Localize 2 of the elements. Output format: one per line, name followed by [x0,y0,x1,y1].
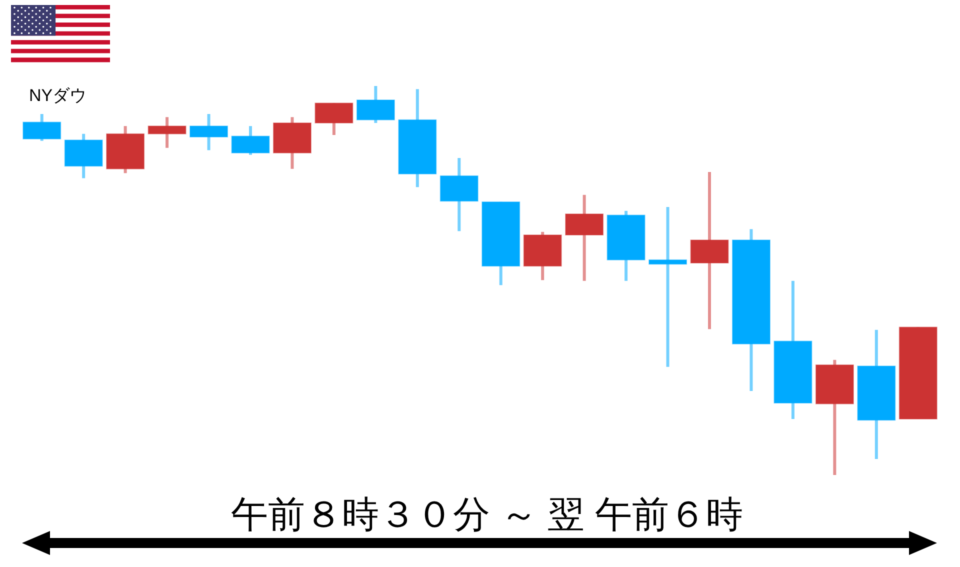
annotation: 午前８時３０分 ～ 翌 午前６時 [231,494,743,535]
title: NYダウ [29,86,87,105]
